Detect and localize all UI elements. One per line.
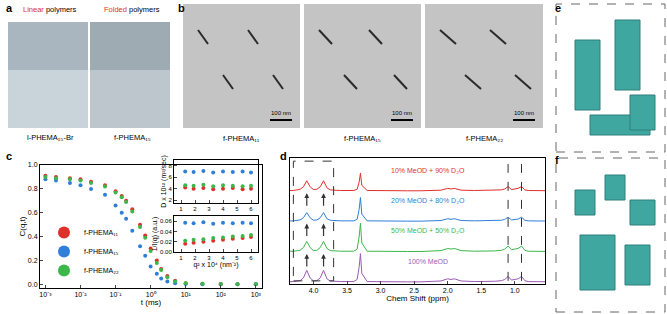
svg-text:10¹: 10¹: [181, 291, 192, 298]
svg-text:a: a: [6, 2, 13, 14]
svg-text:0.02: 0.02: [160, 239, 172, 245]
svg-text:100 nm: 100 nm: [271, 110, 291, 116]
svg-text:2: 2: [193, 206, 197, 212]
svg-text:4: 4: [221, 255, 225, 261]
svg-text:f-PHEMA₁₁: f-PHEMA₁₁: [223, 134, 260, 143]
svg-text:3: 3: [207, 206, 211, 212]
svg-text:4: 4: [221, 206, 225, 212]
svg-text:Folded polymers: Folded polymers: [104, 5, 160, 14]
svg-text:Chem Shift (ppm): Chem Shift (ppm): [386, 294, 449, 303]
svg-text:50% MeOD + 50% D₂O: 50% MeOD + 50% D₂O: [391, 227, 465, 234]
svg-text:8: 8: [168, 163, 172, 169]
svg-text:d: d: [280, 150, 287, 162]
svg-text:100 nm: 100 nm: [392, 110, 412, 116]
svg-text:2.5: 2.5: [409, 287, 419, 294]
svg-text:f-PHEMA₁₁: f-PHEMA₁₁: [84, 229, 119, 236]
svg-text:C(q,t): C(q,t): [18, 216, 27, 236]
svg-text:l-PHEMA₁₅-Br: l-PHEMA₁₅-Br: [27, 133, 74, 142]
svg-text:0.04: 0.04: [160, 229, 172, 235]
svg-text:4: 4: [168, 186, 172, 192]
svg-text:6: 6: [168, 174, 172, 180]
svg-text:10% MeOD + 90% D₂O: 10% MeOD + 90% D₂O: [391, 167, 465, 174]
svg-text:0.00: 0.00: [160, 249, 172, 255]
svg-text:20% MeOD + 80% D₂O: 20% MeOD + 80% D₂O: [391, 197, 465, 204]
svg-text:100 nm: 100 nm: [514, 110, 534, 116]
svg-text:10⁰: 10⁰: [146, 291, 157, 298]
svg-text:2: 2: [168, 197, 172, 203]
svg-text:Linear polymers: Linear polymers: [23, 5, 77, 14]
svg-text:q² x 10⁴ (nm⁻²): q² x 10⁴ (nm⁻²): [193, 261, 238, 269]
svg-text:0.6: 0.6: [28, 209, 38, 216]
svg-text:10³: 10³: [251, 291, 262, 298]
svg-text:f-PHEMA₂₂: f-PHEMA₂₂: [84, 267, 119, 274]
svg-text:3: 3: [207, 255, 211, 261]
svg-text:3.0: 3.0: [376, 287, 386, 294]
svg-text:f-PHEMA₂₂: f-PHEMA₂₂: [466, 134, 503, 143]
svg-text:f: f: [555, 154, 559, 166]
svg-text:f-PHEMA₁₅: f-PHEMA₁₅: [114, 133, 151, 142]
svg-text:t (ms): t (ms): [141, 298, 162, 307]
svg-text:b: b: [178, 2, 185, 14]
svg-text:6: 6: [249, 206, 253, 212]
svg-text:100% MeOD: 100% MeOD: [408, 258, 448, 265]
svg-text:1/I(q) (a.u.): 1/I(q) (a.u.): [151, 217, 159, 252]
svg-text:10⁻³: 10⁻³: [39, 291, 52, 298]
svg-text:1.0: 1.0: [510, 287, 520, 294]
svg-text:1: 1: [179, 255, 183, 261]
svg-text:0.06: 0.06: [160, 218, 172, 224]
svg-text:1: 1: [179, 206, 183, 212]
svg-text:f-PHEMA₁₅: f-PHEMA₁₅: [344, 134, 381, 143]
svg-text:c: c: [6, 150, 12, 162]
svg-text:2.0: 2.0: [443, 287, 453, 294]
svg-text:f-PHEMA₁₅: f-PHEMA₁₅: [84, 248, 119, 255]
svg-text:1.5: 1.5: [476, 287, 486, 294]
svg-text:e: e: [555, 2, 561, 14]
svg-text:0.0: 0.0: [28, 281, 38, 288]
svg-text:0.4: 0.4: [28, 233, 38, 240]
svg-text:6: 6: [249, 255, 253, 261]
svg-text:2: 2: [193, 255, 197, 261]
svg-text:4.0: 4.0: [309, 287, 319, 294]
svg-text:D x 10¹² (m²/sec): D x 10¹² (m²/sec): [160, 155, 168, 208]
svg-text:5: 5: [235, 206, 239, 212]
svg-text:5: 5: [235, 255, 239, 261]
svg-text:3.5: 3.5: [342, 287, 352, 294]
svg-text:0.8: 0.8: [28, 185, 38, 192]
svg-text:1.0: 1.0: [28, 161, 38, 168]
svg-text:0.2: 0.2: [28, 257, 38, 264]
svg-text:10²: 10²: [216, 291, 227, 298]
svg-text:10⁻¹: 10⁻¹: [109, 291, 122, 298]
svg-text:10⁻²: 10⁻²: [74, 291, 87, 298]
